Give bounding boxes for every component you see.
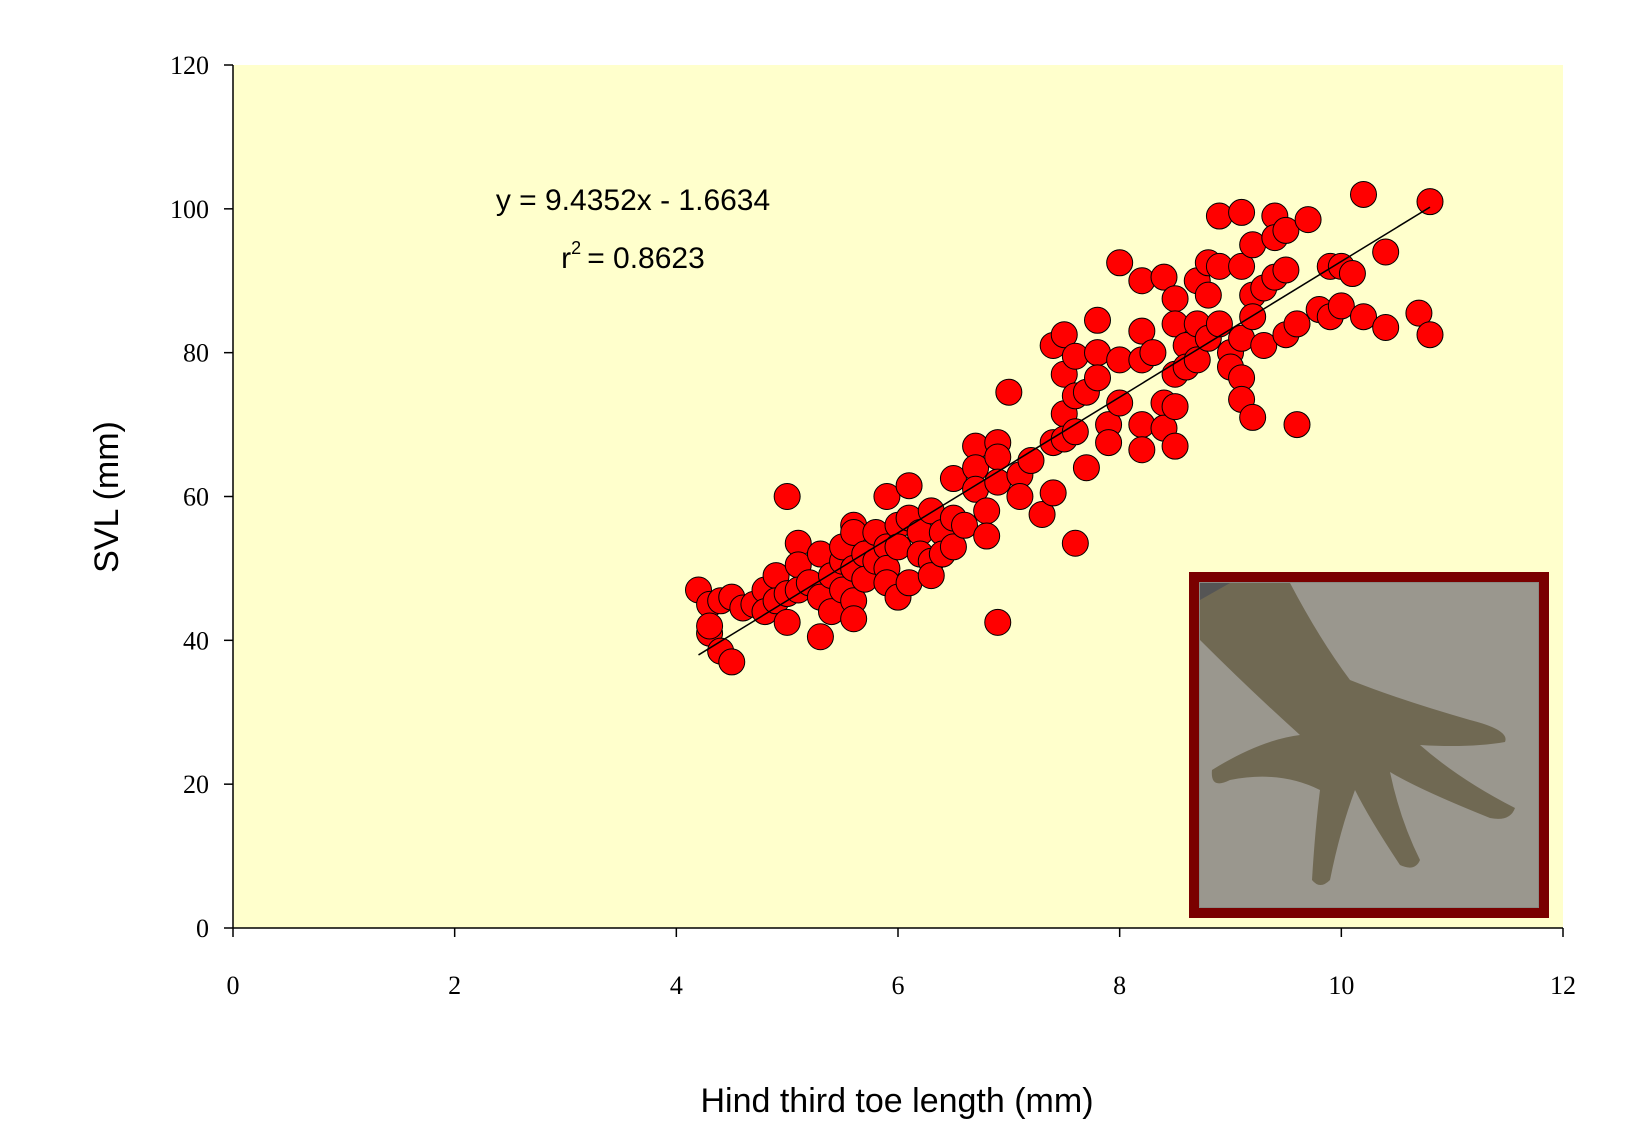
point <box>1228 198 1256 226</box>
point <box>1205 310 1233 338</box>
point <box>1006 483 1034 510</box>
point <box>1139 339 1167 367</box>
point <box>806 623 834 651</box>
y-tick-label: 120 <box>170 51 209 80</box>
point <box>995 378 1023 406</box>
point <box>1084 364 1111 392</box>
x-tick-label: 0 <box>227 971 240 1000</box>
point <box>1161 393 1189 421</box>
x-axis-label: Hind third toe length (mm) <box>700 1082 1093 1120</box>
point <box>840 605 868 633</box>
point <box>1161 285 1189 313</box>
y-tick-label: 60 <box>183 483 209 512</box>
point <box>1327 292 1355 320</box>
point <box>1283 411 1311 439</box>
r-squared: r2 = 0.8623 <box>561 238 705 275</box>
point <box>1416 188 1444 216</box>
point <box>1416 321 1444 349</box>
point <box>1095 429 1123 457</box>
data-layer <box>685 180 1444 676</box>
x-tick-label: 10 <box>1328 971 1354 1000</box>
axes: 0 20 40 60 80 100 120 0 2 4 6 8 10 12 <box>170 51 1576 1000</box>
equation: y = 9.4352x - 1.6634 <box>496 184 770 217</box>
point <box>1061 418 1089 446</box>
x-tick-label: 8 <box>1113 971 1126 1000</box>
point <box>1128 436 1156 464</box>
point <box>1061 529 1089 557</box>
point <box>1128 317 1156 345</box>
point <box>1072 454 1100 482</box>
point <box>1017 447 1045 475</box>
point <box>1294 206 1322 234</box>
y-tick-label: 20 <box>183 770 209 799</box>
point <box>773 483 801 510</box>
trendline <box>698 206 1431 656</box>
point <box>1128 411 1156 439</box>
point <box>1039 479 1067 507</box>
point <box>1161 432 1189 460</box>
point <box>1372 313 1400 341</box>
point <box>1338 260 1366 288</box>
point <box>939 533 967 561</box>
point <box>939 465 967 493</box>
point <box>1350 303 1377 331</box>
y-tick-label: 0 <box>196 914 209 943</box>
point <box>718 648 746 676</box>
point <box>1128 267 1156 295</box>
point <box>1028 500 1056 528</box>
point <box>895 472 923 500</box>
point <box>773 608 801 636</box>
y-tick-label: 100 <box>170 195 209 224</box>
point <box>1239 303 1267 331</box>
point <box>973 522 1001 550</box>
point <box>984 608 1012 636</box>
point <box>1272 256 1300 284</box>
y-tick-label: 80 <box>183 339 209 368</box>
point <box>1061 342 1089 370</box>
x-tick-label: 12 <box>1550 971 1576 1000</box>
photo-inset <box>1189 572 1549 918</box>
point <box>1283 310 1311 338</box>
point <box>1050 321 1078 349</box>
point <box>1106 389 1134 417</box>
point <box>1228 252 1256 280</box>
point <box>1272 216 1300 244</box>
r-squared-sup: 2 <box>571 238 581 258</box>
point <box>1194 281 1222 309</box>
point <box>951 511 978 539</box>
point <box>873 483 901 510</box>
point <box>917 562 945 590</box>
point <box>1106 249 1134 277</box>
y-tick-label: 40 <box>183 626 209 655</box>
point <box>1250 331 1278 359</box>
x-tick-label: 4 <box>670 971 683 1000</box>
point <box>696 612 724 640</box>
point <box>1205 202 1233 230</box>
point <box>1372 238 1400 266</box>
r-squared-base: r <box>561 242 571 275</box>
point <box>1405 299 1433 327</box>
x-tick-label: 2 <box>448 971 461 1000</box>
point <box>1239 403 1267 431</box>
y-axis-label: SVL (mm) <box>88 421 126 573</box>
point <box>973 497 1001 525</box>
r-squared-value: = 0.8623 <box>587 242 705 275</box>
point <box>1084 306 1111 334</box>
x-tick-label: 6 <box>892 971 905 1000</box>
point <box>1350 180 1377 208</box>
point <box>1150 263 1178 291</box>
